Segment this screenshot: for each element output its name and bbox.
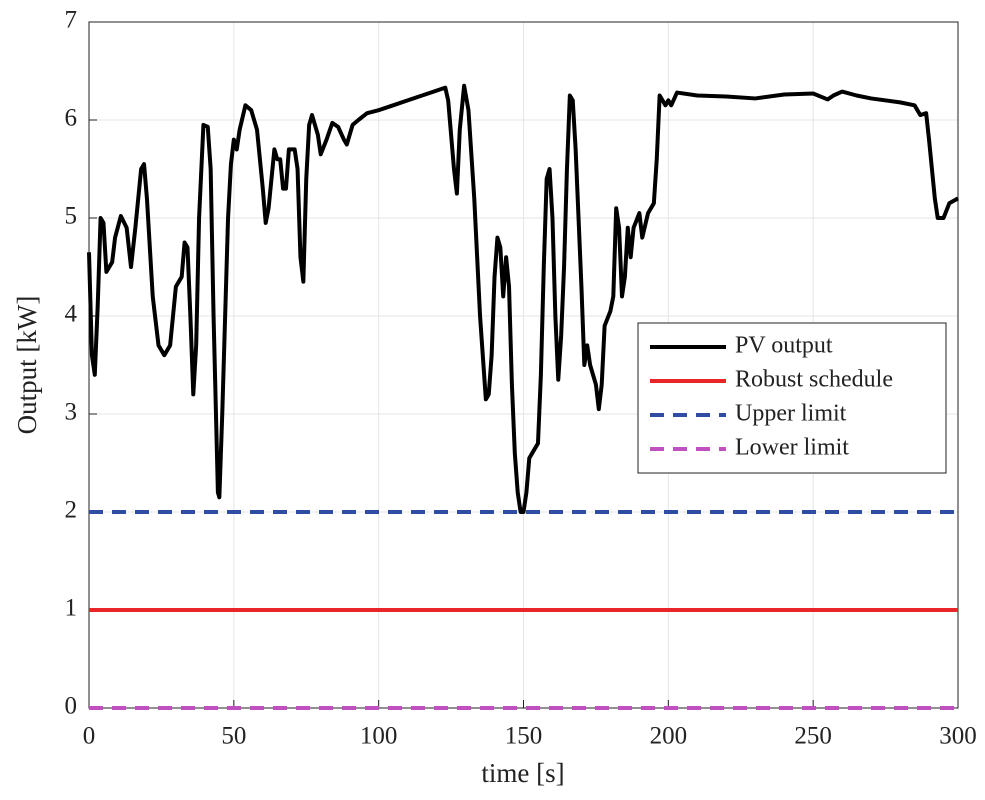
y-tick-label: 3 (65, 399, 78, 426)
x-axis-label: time [s] (481, 758, 564, 788)
axes-box (88, 21, 959, 709)
x-tick-label: 200 (650, 723, 688, 750)
x-tick-label: 0 (83, 723, 96, 750)
x-tick-label: 150 (505, 723, 543, 750)
y-tick-label: 6 (65, 105, 78, 132)
x-tick-label: 100 (360, 723, 398, 750)
legend-label: Upper limit (735, 401, 847, 427)
y-tick-label: 0 (65, 693, 78, 720)
y-tick-label: 2 (65, 497, 78, 524)
x-tick-label: 300 (939, 723, 977, 750)
data-line (87, 83, 959, 514)
y-tick-label: 7 (65, 7, 78, 34)
legend-label: Lower limit (735, 435, 849, 461)
legend-label: Robust schedule (735, 367, 893, 393)
x-tick-label: 50 (221, 723, 246, 750)
y-tick-label: 1 (65, 595, 78, 622)
y-tick-label: 4 (65, 301, 78, 328)
y-axis-label: Output [kW] (12, 296, 42, 435)
x-tick-label: 250 (794, 723, 832, 750)
y-tick-label: 5 (65, 203, 78, 230)
legend-label: PV output (735, 333, 833, 359)
